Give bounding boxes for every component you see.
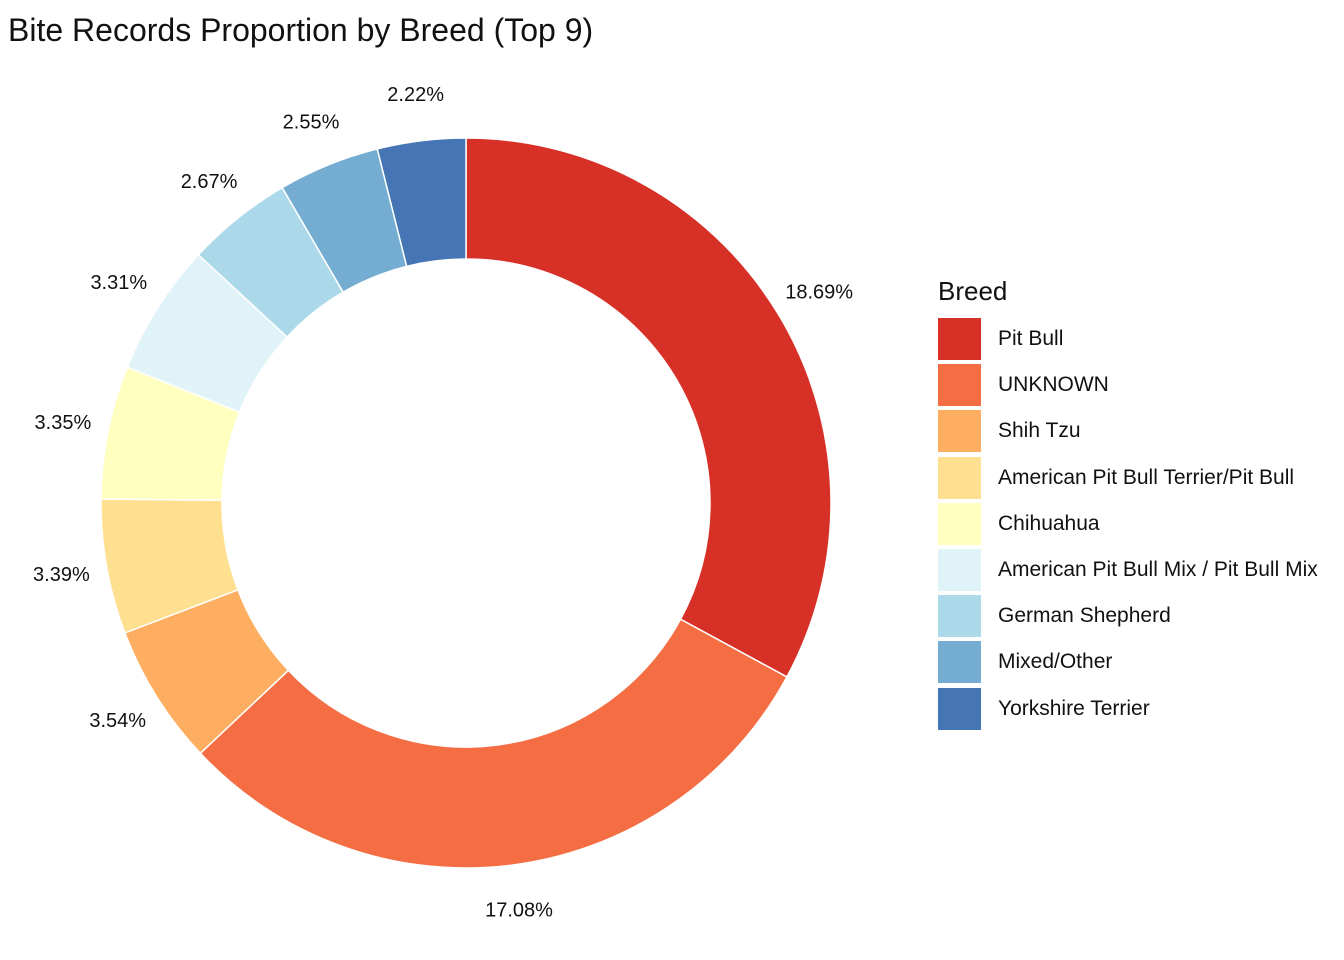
legend-label-1: UNKNOWN [998, 373, 1109, 397]
legend-label-0: Pit Bull [998, 327, 1064, 351]
legend-label-3: American Pit Bull Terrier/Pit Bull [998, 465, 1295, 489]
legend-item-0: Pit Bull [938, 316, 1342, 362]
slice-8 [376, 137, 467, 268]
legend-swatch-3 [938, 456, 981, 499]
legend-item-7: Mixed/Other [938, 639, 1342, 685]
legend-title: Breed [938, 276, 1008, 306]
slice-label-4: 3.35% [35, 412, 92, 434]
slice-1 [199, 618, 788, 869]
slice-label-5: 3.31% [90, 272, 147, 294]
legend-swatch-0 [938, 318, 981, 361]
slice-0 [465, 137, 832, 678]
slice-label-6: 2.67% [181, 171, 238, 193]
slice-label-3: 3.39% [33, 564, 90, 586]
legend-items: Pit Bull UNKNOWN Shih Tzu American Pit Bull… [938, 316, 1342, 732]
legend-swatch-5 [938, 549, 981, 592]
legend-item-4: Chihuahua [938, 501, 1342, 547]
legend-item-6: German Shepherd [938, 593, 1342, 639]
legend-item-8: Yorkshire Terrier [938, 686, 1342, 732]
legend-swatch-6 [938, 595, 981, 638]
legend-item-3: American Pit Bull Terrier/Pit Bull [938, 455, 1342, 501]
legend-swatch-2 [938, 410, 981, 453]
legend-label-6: German Shepherd [998, 604, 1171, 628]
legend-swatch-1 [938, 364, 981, 407]
legend-label-7: Mixed/Other [998, 650, 1113, 674]
chart-title: Bite Records Proportion by Breed (Top 9) [8, 12, 594, 48]
slice-label-2: 3.54% [89, 710, 146, 732]
legend-label-5: American Pit Bull Mix / Pit Bull Mix [998, 558, 1318, 582]
slice-label-1: 17.08% [485, 900, 553, 922]
legend-swatch-8 [938, 687, 981, 730]
legend-swatch-7 [938, 641, 981, 684]
legend-label-2: Shih Tzu [998, 419, 1081, 443]
slice-label-7: 2.55% [283, 111, 340, 133]
legend-item-5: American Pit Bull Mix / Pit Bull Mix [938, 547, 1342, 593]
slice-label-8: 2.22% [387, 84, 444, 106]
legend: Breed Pit Bull UNKNOWN Shih Tzu American Pi… [938, 274, 1342, 732]
slice-label-0: 18.69% [785, 282, 853, 304]
legend-swatch-4 [938, 502, 981, 545]
legend-label-8: Yorkshire Terrier [998, 696, 1150, 720]
legend-label-4: Chihuahua [998, 511, 1100, 535]
legend-item-1: UNKNOWN [938, 362, 1342, 408]
legend-item-2: Shih Tzu [938, 408, 1342, 454]
